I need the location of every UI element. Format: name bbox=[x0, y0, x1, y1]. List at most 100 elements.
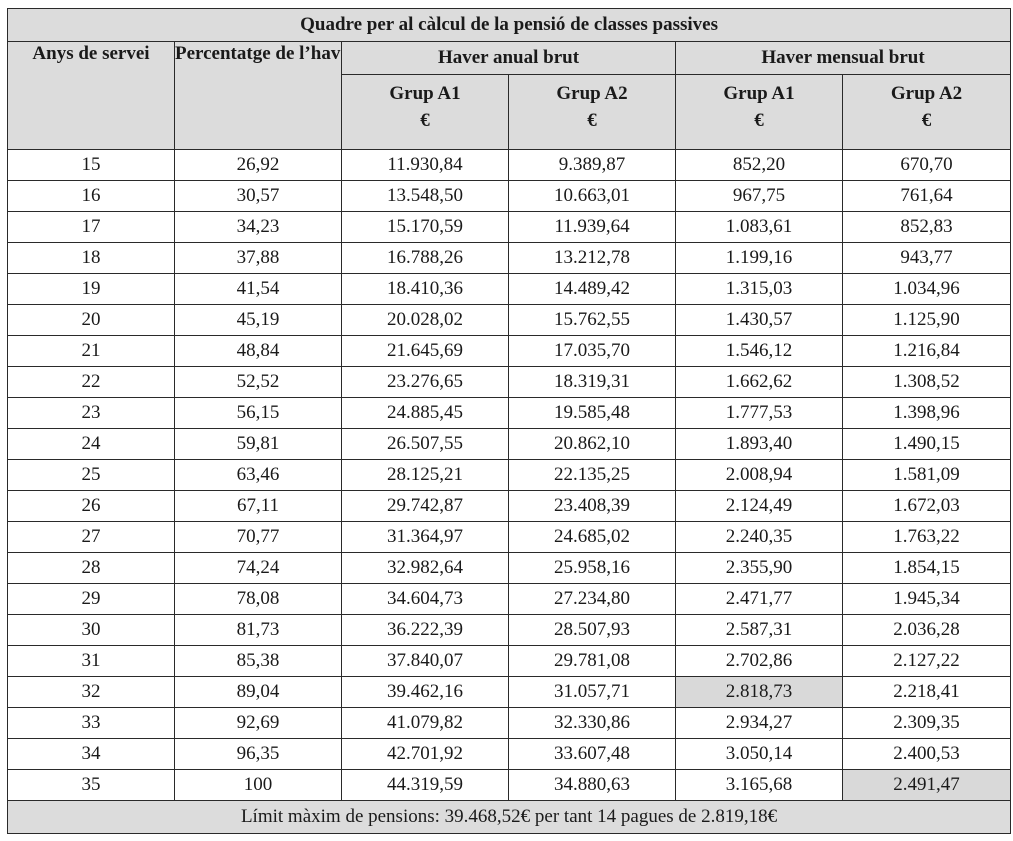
cell-percentage: 70,77 bbox=[174, 521, 342, 553]
cell-annual-a2: 33.607,48 bbox=[508, 738, 676, 770]
table-row: 26 67,11 29.742,87 23.408,39 2.124,49 1.672,0… bbox=[7, 490, 1012, 522]
table-body: 15 26,92 11.930,84 9.389,87 852,20 670,70 16 30… bbox=[7, 149, 1012, 801]
cell-annual-a2: 18.319,31 bbox=[508, 366, 676, 398]
cell-monthly-a1: 2.240,35 bbox=[675, 521, 843, 553]
cell-monthly-a2: 1.398,96 bbox=[841, 397, 1012, 429]
table-row: 21 48,84 21.645,69 17.035,70 1.546,12 1.216,8… bbox=[7, 335, 1012, 367]
cell-annual-a2: 27.234,80 bbox=[508, 583, 676, 615]
cell-annual-a2: 23.408,39 bbox=[508, 490, 676, 522]
table-row: 35 100 44.319,59 34.880,63 3.165,68 2.491,47 bbox=[7, 769, 1012, 801]
cell-monthly-a1: 1.893,40 bbox=[675, 428, 843, 460]
cell-percentage: 85,38 bbox=[174, 645, 342, 677]
cell-monthly-a1: 1.199,16 bbox=[675, 242, 843, 274]
table-row: 17 34,23 15.170,59 11.939,64 1.083,61 852,83 bbox=[7, 211, 1012, 243]
cell-monthly-a2: 1.216,84 bbox=[841, 335, 1012, 367]
currency-label: € bbox=[587, 110, 597, 131]
cell-monthly-a2: 852,83 bbox=[841, 211, 1012, 243]
table-row: 34 96,35 42.701,92 33.607,48 3.050,14 2.400,5… bbox=[7, 738, 1012, 770]
cell-monthly-a1: 1.430,57 bbox=[675, 304, 843, 336]
cell-monthly-a1: 2.471,77 bbox=[675, 583, 843, 615]
table-row: 18 37,88 16.788,26 13.212,78 1.199,16 943,77 bbox=[7, 242, 1012, 274]
cell-annual-a2: 17.035,70 bbox=[508, 335, 676, 367]
cell-years: 32 bbox=[7, 676, 175, 708]
cell-monthly-a2: 1.125,90 bbox=[841, 304, 1012, 336]
cell-annual-a1: 20.028,02 bbox=[341, 304, 509, 336]
cell-monthly-a1: 2.587,31 bbox=[675, 614, 843, 646]
table-row: 32 89,04 39.462,16 31.057,71 2.818,73 2.218,4… bbox=[7, 676, 1012, 708]
cell-percentage: 48,84 bbox=[174, 335, 342, 367]
cell-annual-a2: 19.585,48 bbox=[508, 397, 676, 429]
currency-label: € bbox=[754, 110, 764, 131]
group-label: Grup A2 bbox=[890, 83, 963, 104]
cell-percentage: 59,81 bbox=[174, 428, 342, 460]
cell-annual-a1: 36.222,39 bbox=[341, 614, 509, 646]
cell-annual-a1: 34.604,73 bbox=[341, 583, 509, 615]
cell-years: 35 bbox=[7, 769, 175, 801]
cell-monthly-a2: 1.308,52 bbox=[841, 366, 1012, 398]
cell-monthly-a1: 3.165,68 bbox=[675, 769, 843, 801]
cell-monthly-a2: 1.854,15 bbox=[841, 552, 1012, 584]
cell-years: 20 bbox=[7, 304, 175, 336]
cell-years: 26 bbox=[7, 490, 175, 522]
cell-years: 21 bbox=[7, 335, 175, 367]
pension-table: Quadre per al càlcul de la pensió de cla… bbox=[6, 8, 1012, 834]
cell-annual-a1: 29.742,87 bbox=[341, 490, 509, 522]
header-monthly-gross: Haver mensual brut bbox=[674, 41, 1012, 75]
cell-years: 27 bbox=[7, 521, 175, 553]
cell-percentage: 37,88 bbox=[174, 242, 342, 274]
cell-annual-a1: 37.840,07 bbox=[341, 645, 509, 677]
cell-monthly-a1: 3.050,14 bbox=[675, 738, 843, 770]
table-row: 30 81,73 36.222,39 28.507,93 2.587,31 2.036,2… bbox=[7, 614, 1012, 646]
cell-annual-a1: 23.276,65 bbox=[341, 366, 509, 398]
cell-annual-a2: 25.958,16 bbox=[508, 552, 676, 584]
currency-label: € bbox=[420, 110, 430, 131]
cell-percentage: 92,69 bbox=[174, 707, 342, 739]
cell-monthly-a1: 2.355,90 bbox=[675, 552, 843, 584]
cell-annual-a1: 42.701,92 bbox=[341, 738, 509, 770]
table-row: 22 52,52 23.276,65 18.319,31 1.662,62 1.308,5… bbox=[7, 366, 1012, 398]
cell-monthly-a2: 1.763,22 bbox=[841, 521, 1012, 553]
cell-annual-a2: 31.057,71 bbox=[508, 676, 676, 708]
cell-annual-a2: 15.762,55 bbox=[508, 304, 676, 336]
group-label: Grup A1 bbox=[723, 83, 795, 104]
cell-years: 15 bbox=[7, 149, 175, 181]
cell-percentage: 96,35 bbox=[174, 738, 342, 770]
cell-percentage: 41,54 bbox=[174, 273, 342, 305]
cell-monthly-a2: 2.036,28 bbox=[841, 614, 1012, 646]
cell-monthly-a1: 852,20 bbox=[675, 149, 843, 181]
cell-annual-a2: 11.939,64 bbox=[508, 211, 676, 243]
cell-years: 16 bbox=[7, 180, 175, 212]
cell-monthly-a1: 1.315,03 bbox=[675, 273, 843, 305]
table-title: Quadre per al càlcul de la pensió de cla… bbox=[6, 8, 1012, 42]
cell-monthly-a2: 761,64 bbox=[841, 180, 1012, 212]
table-row: 23 56,15 24.885,45 19.585,48 1.777,53 1.398,9… bbox=[7, 397, 1012, 429]
cell-annual-a1: 13.548,50 bbox=[341, 180, 509, 212]
cell-monthly-a2: 2.127,22 bbox=[841, 645, 1012, 677]
cell-percentage: 63,46 bbox=[174, 459, 342, 491]
cell-monthly-a2: 2.218,41 bbox=[841, 676, 1012, 708]
currency-label: € bbox=[921, 110, 932, 131]
cell-percentage: 89,04 bbox=[174, 676, 342, 708]
table-row: 33 92,69 41.079,82 32.330,86 2.934,27 2.309,3… bbox=[7, 707, 1012, 739]
header-years-of-service: Anys de servei bbox=[7, 41, 175, 150]
table-row: 29 78,08 34.604,73 27.234,80 2.471,77 1.945,3… bbox=[7, 583, 1012, 615]
cell-monthly-a1: 2.702,86 bbox=[675, 645, 843, 677]
table-row: 19 41,54 18.410,36 14.489,42 1.315,03 1.034,9… bbox=[7, 273, 1012, 305]
table-row: 16 30,57 13.548,50 10.663,01 967,75 761,64 bbox=[7, 180, 1012, 212]
cell-monthly-a2: 1.490,15 bbox=[841, 428, 1012, 460]
cell-annual-a1: 28.125,21 bbox=[341, 459, 509, 491]
cell-annual-a2: 9.389,87 bbox=[508, 149, 676, 181]
cell-percentage: 52,52 bbox=[174, 366, 342, 398]
cell-annual-a2: 22.135,25 bbox=[508, 459, 676, 491]
cell-monthly-a1: 967,75 bbox=[675, 180, 843, 212]
cell-monthly-a2: 2.491,47 bbox=[841, 769, 1012, 801]
cell-percentage: 81,73 bbox=[174, 614, 342, 646]
header-annual-group-a1: Grup A1 € bbox=[341, 74, 509, 150]
cell-years: 19 bbox=[7, 273, 175, 305]
cell-monthly-a1: 1.662,62 bbox=[675, 366, 843, 398]
cell-monthly-a1: 2.008,94 bbox=[675, 459, 843, 491]
group-label: Grup A1 bbox=[389, 83, 461, 104]
cell-monthly-a1: 1.083,61 bbox=[675, 211, 843, 243]
cell-percentage: 78,08 bbox=[174, 583, 342, 615]
table-row: 28 74,24 32.982,64 25.958,16 2.355,90 1.854,1… bbox=[7, 552, 1012, 584]
